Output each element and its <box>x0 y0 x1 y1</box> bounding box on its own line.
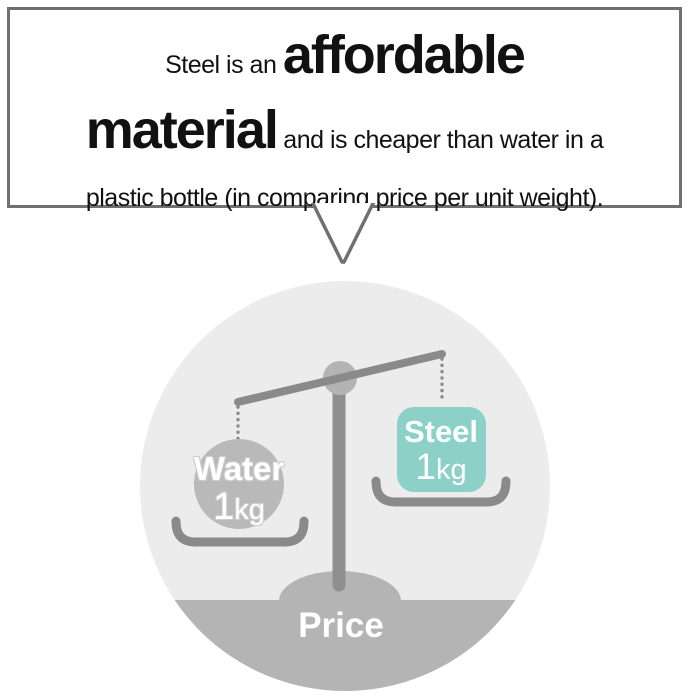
scale-illustration <box>140 281 550 691</box>
bubble-line1-emphasis-text: affordable <box>282 25 526 85</box>
scale-beam <box>234 350 446 406</box>
water-weight-unit: kg <box>234 494 265 526</box>
bubble-line2-regular-text: and is cheaper than water in a <box>276 126 604 154</box>
bubble-tail <box>311 203 375 264</box>
steel-weight: 1kg <box>361 446 521 488</box>
bubble-tail-right-edge <box>342 203 375 264</box>
bubble-line-2: material and is cheaper than water in a <box>10 98 679 176</box>
right-pan <box>371 476 511 507</box>
steel-weight-unit: kg <box>435 454 467 486</box>
left-pan <box>171 516 309 547</box>
bubble-line2-emphasis-text: material <box>85 100 279 160</box>
steel-weight-value: 1 <box>415 446 436 487</box>
water-ball <box>194 439 284 529</box>
water-weight: 1kg <box>159 486 319 529</box>
water-label: Water <box>193 450 285 487</box>
bubble-line-1: Steel is an affordable <box>10 26 679 98</box>
price-label: Price <box>298 606 384 645</box>
steel-label: Steel <box>403 414 479 449</box>
steel-block <box>397 407 486 492</box>
speech-bubble: Steel is an affordable material and is c… <box>7 7 682 212</box>
bubble-line1-regular-text: Steel is an <box>165 51 283 79</box>
water-weight-value: 1 <box>213 486 235 528</box>
bubble-tail-fill <box>311 203 375 262</box>
bubble-text: Steel is an affordable material and is c… <box>10 10 679 224</box>
bubble-tail-left-edge <box>311 203 344 264</box>
